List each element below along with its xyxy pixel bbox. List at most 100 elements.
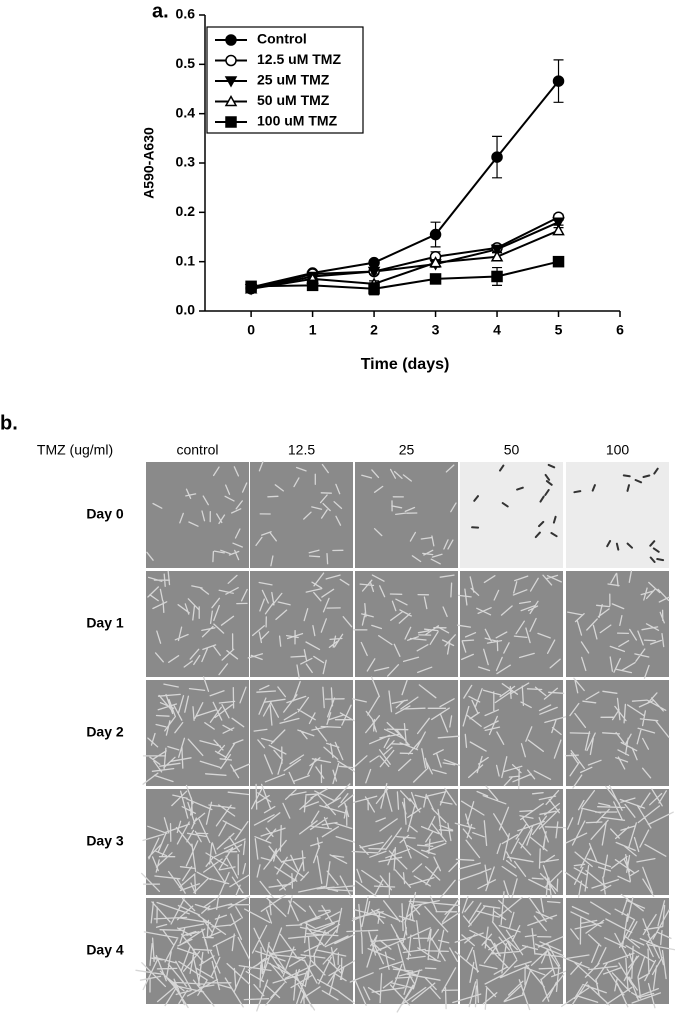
series-line (250, 80, 560, 289)
legend-label: 100 uM TMZ (257, 113, 338, 129)
micrograph (250, 571, 353, 677)
marker (225, 54, 237, 67)
marker (306, 279, 319, 292)
marker (368, 283, 380, 295)
x-tick-label: 2 (370, 322, 378, 338)
marker (491, 270, 503, 283)
cell-texture (559, 893, 675, 1009)
x-tick-label: 3 (432, 322, 440, 338)
column-header: 50 (504, 442, 520, 458)
series-line (250, 221, 559, 290)
legend-label: Control (257, 31, 307, 47)
cell-texture (146, 466, 248, 563)
cell-texture (567, 570, 670, 679)
cell-texture (255, 460, 344, 567)
marker (224, 94, 238, 107)
micrograph (566, 462, 669, 568)
marker (552, 75, 565, 87)
series-line (251, 260, 559, 290)
micrograph (566, 571, 669, 677)
micrograph (460, 462, 563, 568)
cell-texture (457, 574, 562, 675)
row-label: Day 3 (86, 833, 124, 849)
legend-label: 25 uM TMZ (257, 72, 330, 88)
cell-texture (142, 676, 254, 785)
marker (429, 228, 442, 241)
marker (552, 217, 565, 229)
marker (552, 224, 565, 236)
cell-texture (238, 894, 357, 1012)
row-label: Day 1 (86, 615, 124, 631)
marker (552, 255, 565, 268)
x-tick-label: 0 (247, 322, 255, 338)
column-header: 25 (399, 442, 415, 458)
cell-texture (462, 682, 567, 792)
micrograph (460, 571, 563, 677)
cell-texture (565, 677, 670, 789)
y-tick-label: 0.3 (176, 154, 196, 170)
marker (491, 151, 503, 163)
micrograph (146, 680, 249, 786)
marker (224, 76, 238, 88)
micrograph (250, 680, 353, 786)
micrograph-panel: b. TMZ (ug/ml) control 12.5 25 50 100 Day 0 Da… (0, 412, 675, 1013)
x-tick-label: 1 (309, 322, 317, 338)
marker (225, 34, 237, 46)
cell-texture (564, 784, 674, 898)
cell-texture (454, 785, 571, 902)
cell-texture (141, 784, 250, 899)
cell-texture (573, 467, 665, 563)
panel-label: a. (152, 0, 169, 22)
marker (429, 256, 442, 268)
micrograph (146, 462, 249, 568)
row-label: Day 0 (86, 506, 124, 522)
x-tick-label: 4 (493, 322, 501, 338)
cell-texture (247, 572, 353, 679)
micrograph (355, 680, 458, 786)
marker (490, 244, 504, 256)
column-header: 100 (606, 442, 630, 458)
cell-texture (452, 891, 567, 1011)
cell-texture (346, 891, 465, 1013)
marker (367, 266, 381, 279)
marker (429, 273, 442, 285)
chart: a. A590-A630 Time (days) 0.0 0.1 0.2 0.3 0.4… (141, 0, 624, 373)
cell-texture (471, 463, 558, 539)
marker (245, 280, 257, 293)
x-axis-label: Time (days) (361, 356, 450, 373)
cell-texture (353, 574, 456, 677)
y-tick-label: 0.5 (176, 55, 196, 71)
micrograph (250, 462, 353, 568)
y-tick-label: 0.2 (176, 203, 196, 219)
micrograph (566, 898, 669, 1004)
row-header: TMZ (ug/ml) (37, 442, 113, 458)
cell-texture (253, 680, 358, 785)
column-header: 12.5 (288, 442, 315, 458)
column-header: control (176, 442, 218, 458)
y-tick-label: 0.6 (176, 6, 196, 22)
x-tick-label: 5 (555, 322, 563, 338)
cell-texture (250, 783, 356, 901)
y-axis-label: A590-A630 (141, 127, 157, 199)
cell-texture (135, 895, 256, 1009)
cell-texture (351, 782, 459, 902)
cell-texture (352, 676, 462, 784)
series-line (250, 229, 559, 290)
marker (225, 116, 237, 128)
cell-texture (361, 464, 457, 565)
cell-texture (147, 570, 248, 676)
y-tick-label: 0.1 (176, 252, 196, 268)
y-tick-label: 0.4 (176, 104, 196, 120)
legend-label: 12.5 uM TMZ (257, 51, 341, 67)
y-tick-label: 0.0 (176, 302, 196, 318)
row-label: Day 2 (86, 724, 124, 740)
series-line (250, 216, 559, 290)
x-tick-label: 6 (616, 322, 624, 338)
row-label: Day 4 (86, 942, 124, 958)
legend-label: 50 uM TMZ (257, 92, 330, 108)
micrograph (355, 462, 458, 568)
marker (490, 250, 504, 262)
panel-label: b. (0, 412, 18, 434)
